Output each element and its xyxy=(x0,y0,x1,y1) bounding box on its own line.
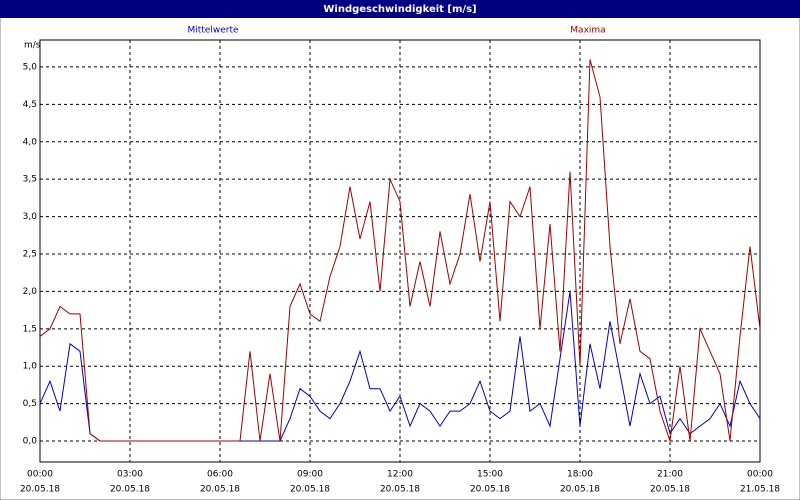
x-tick-date: 20.05.18 xyxy=(560,485,600,495)
series-line xyxy=(39,59,761,442)
y-tick-label: 1,5 xyxy=(23,324,37,334)
y-tick-label: 2,5 xyxy=(23,249,37,259)
x-tick-label: 21:00 xyxy=(657,470,683,480)
x-tick-date: 20.05.18 xyxy=(290,485,330,495)
x-tick-label: 12:00 xyxy=(387,470,413,480)
x-tick-date: 21.05.18 xyxy=(740,485,780,495)
x-tick-date: 20.05.18 xyxy=(470,485,510,495)
chart-title: Windgeschwindigkeit [m/s] xyxy=(323,4,476,15)
y-tick-label: 4,5 xyxy=(23,100,37,110)
x-tick-label: 06:00 xyxy=(207,470,233,480)
y-tick-label: 1,0 xyxy=(23,362,38,372)
y-tick-label: 3,5 xyxy=(23,175,37,185)
y-tick-label: 0,0 xyxy=(23,437,38,447)
y-tick-label: 5,0 xyxy=(23,62,38,72)
x-tick-label: 15:00 xyxy=(477,470,503,480)
x-tick-date: 20.05.18 xyxy=(20,485,60,495)
x-tick-date: 20.05.18 xyxy=(110,485,150,495)
y-tick-label: 4,0 xyxy=(23,137,38,147)
title-bar xyxy=(0,0,800,18)
y-tick-label: 2,0 xyxy=(23,287,38,297)
x-tick-date: 20.05.18 xyxy=(380,485,420,495)
y-tick-label: 0,5 xyxy=(23,399,37,409)
x-tick-date: 20.05.18 xyxy=(650,485,690,495)
y-unit: m/s xyxy=(24,41,41,51)
x-tick-label: 09:00 xyxy=(297,470,323,480)
y-tick-label: 3,0 xyxy=(23,212,38,222)
x-tick-label: 00:00 xyxy=(747,470,773,480)
x-tick-label: 18:00 xyxy=(567,470,593,480)
legend-label: Maxima xyxy=(570,26,605,36)
x-tick-date: 20.05.18 xyxy=(200,485,240,495)
legend-label: Mittelwerte xyxy=(187,26,238,36)
x-tick-label: 00:00 xyxy=(27,470,53,480)
x-tick-label: 03:00 xyxy=(117,470,143,480)
